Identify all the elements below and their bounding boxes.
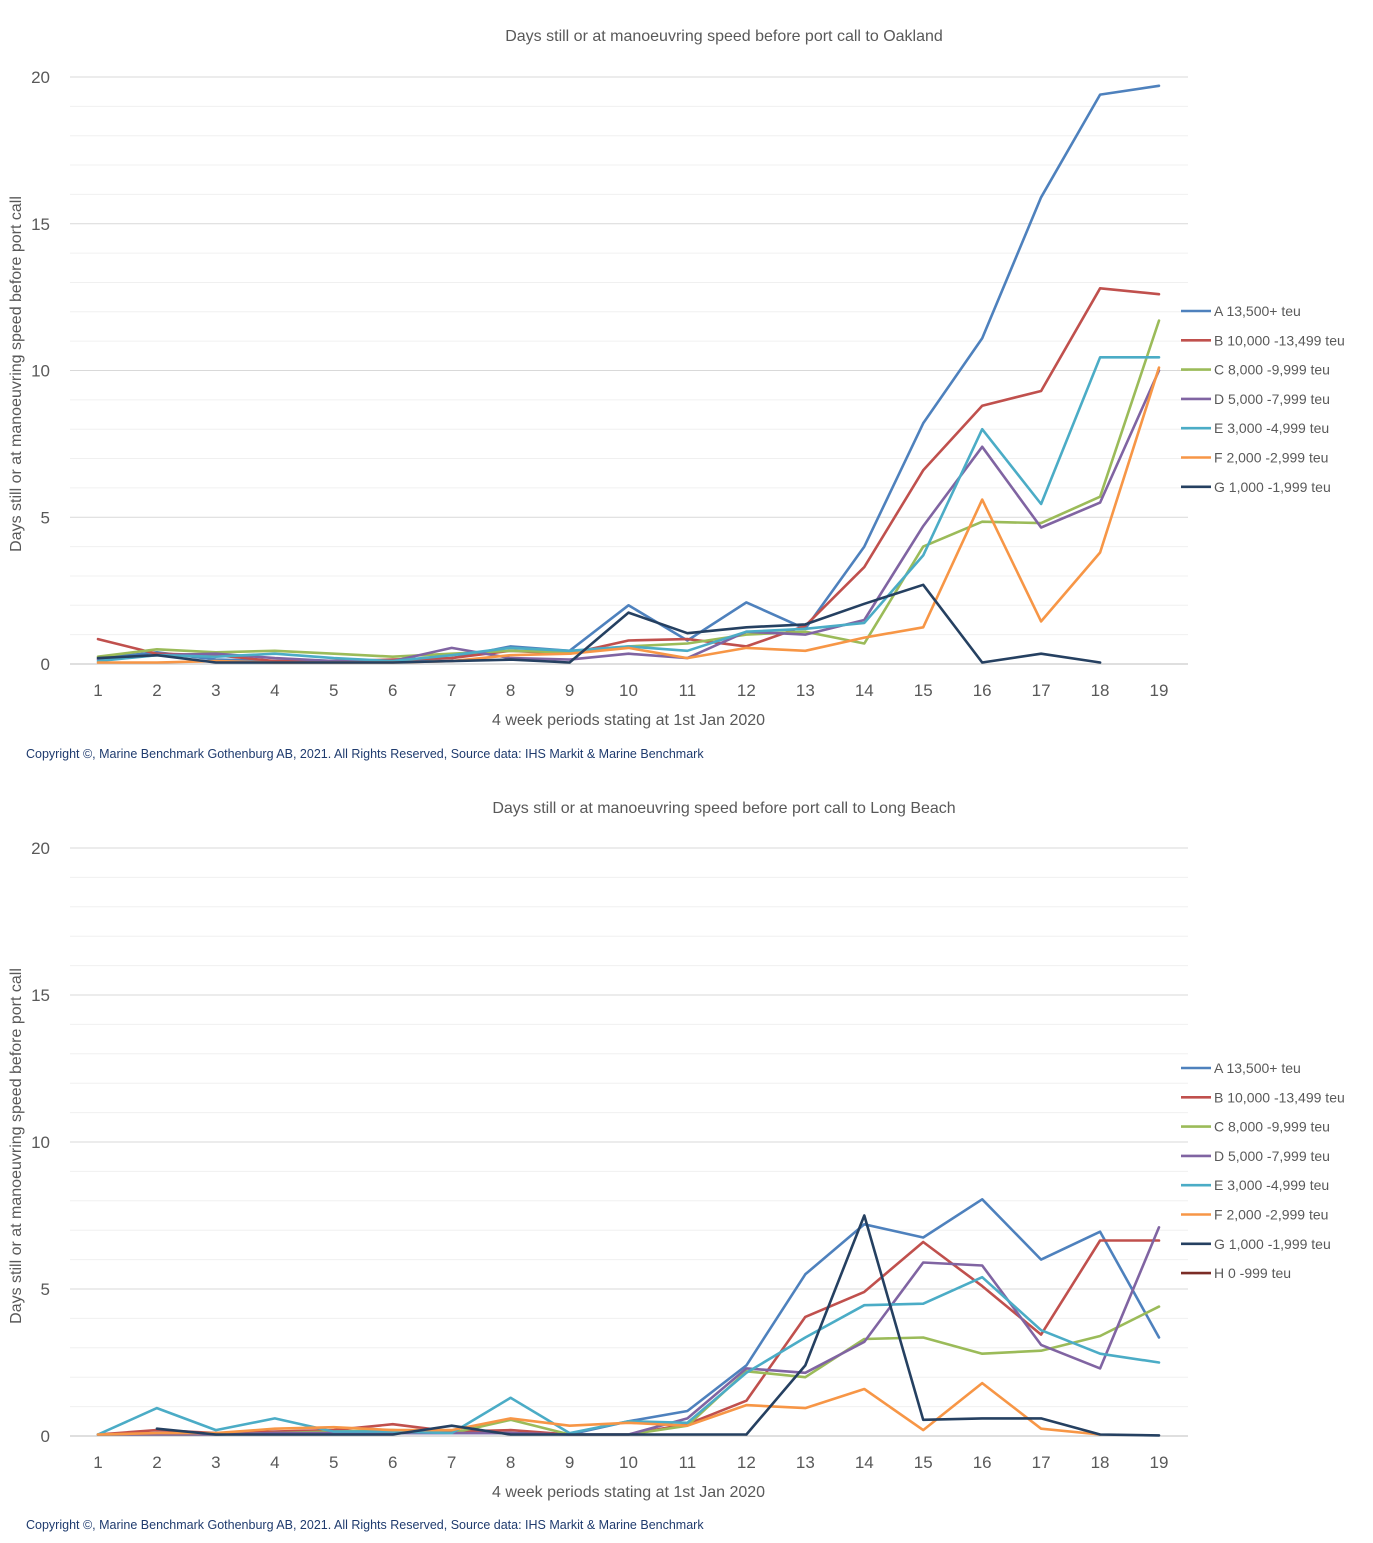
y-tick-label: 0 — [41, 1427, 50, 1446]
y-tick-label: 15 — [31, 986, 50, 1005]
legend-entry-b: B 10,000 -13,499 teu — [1214, 332, 1345, 348]
legend-entry-a: A 13,500+ teu — [1214, 1060, 1301, 1076]
legend-entry-e: E 3,000 -4,999 teu — [1214, 1177, 1329, 1193]
x-tick-label: 17 — [1032, 681, 1051, 700]
x-tick-label: 3 — [211, 1453, 220, 1472]
y-tick-label: 5 — [41, 508, 50, 527]
series-line-b — [96, 286, 1161, 663]
x-tick-label: 17 — [1032, 1453, 1051, 1472]
x-tick-label: 7 — [447, 1453, 456, 1472]
x-tick-label: 8 — [506, 1453, 515, 1472]
series-line-d — [96, 369, 1161, 663]
series-line-e — [96, 1275, 1161, 1436]
x-tick-label: 13 — [796, 1453, 815, 1472]
legend-entry-a: A 13,500+ teu — [1214, 303, 1301, 319]
legend-entry-g: G 1,000 -1,999 teu — [1214, 479, 1331, 495]
x-tick-label: 12 — [737, 1453, 756, 1472]
x-tick-label: 14 — [855, 681, 874, 700]
x-tick-label: 10 — [619, 1453, 638, 1472]
x-tick-label: 1 — [93, 1453, 102, 1472]
x-tick-label: 10 — [619, 681, 638, 700]
x-tick-label: 6 — [388, 681, 397, 700]
series-line-a — [96, 84, 1161, 663]
series-line-c — [96, 1305, 1161, 1436]
y-tick-label: 5 — [41, 1280, 50, 1299]
y-tick-label: 10 — [31, 362, 50, 381]
legend-entry-d: D 5,000 -7,999 teu — [1214, 1148, 1330, 1164]
legend-entry-f: F 2,000 -2,999 teu — [1214, 1207, 1328, 1223]
x-tick-label: 4 — [270, 681, 279, 700]
legend-entry-d: D 5,000 -7,999 teu — [1214, 391, 1330, 407]
x-tick-label: 2 — [152, 1453, 161, 1472]
x-tick-label: 16 — [973, 681, 992, 700]
x-tick-label: 18 — [1091, 681, 1110, 700]
series-line-e — [96, 355, 1161, 663]
x-tick-label: 11 — [679, 1453, 697, 1472]
x-tick-label: 6 — [388, 1453, 397, 1472]
series-line-b — [96, 1239, 1161, 1436]
series-line-f — [96, 366, 1161, 664]
legend-entry-g: G 1,000 -1,999 teu — [1214, 1236, 1331, 1252]
legend-entry-h: H 0 -999 teu — [1214, 1265, 1291, 1281]
x-tick-label: 3 — [211, 681, 220, 700]
x-tick-label: 15 — [914, 1453, 933, 1472]
x-tick-label: 2 — [152, 681, 161, 700]
y-tick-label: 20 — [31, 68, 50, 87]
x-tick-label: 13 — [796, 681, 815, 700]
x-tick-label: 16 — [973, 1453, 992, 1472]
x-tick-label: 9 — [565, 1453, 574, 1472]
copyright-notice-bottom: Copyright ©, Marine Benchmark Gothenburg… — [26, 1518, 704, 1532]
x-tick-label: 15 — [914, 681, 933, 700]
legend-entry-e: E 3,000 -4,999 teu — [1214, 420, 1329, 436]
series-line-a — [96, 1198, 1161, 1436]
y-tick-label: 10 — [31, 1133, 50, 1152]
x-axis-label: 4 week periods stating at 1st Jan 2020 — [492, 1484, 765, 1501]
x-tick-label: 8 — [506, 681, 515, 700]
legend-entry-f: F 2,000 -2,999 teu — [1214, 450, 1328, 466]
y-tick-label: 0 — [41, 655, 50, 674]
legend-entry-c: C 8,000 -9,999 teu — [1214, 362, 1330, 378]
x-tick-label: 7 — [447, 681, 456, 700]
x-tick-label: 18 — [1091, 1453, 1110, 1472]
x-tick-label: 4 — [270, 1453, 279, 1472]
x-tick-label: 5 — [329, 681, 338, 700]
y-tick-label: 20 — [31, 839, 50, 858]
legend-entry-c: C 8,000 -9,999 teu — [1214, 1119, 1330, 1135]
x-tick-label: 14 — [855, 1453, 874, 1472]
chart-1: Days still or at manoeuvring speed befor… — [8, 28, 1345, 729]
x-tick-label: 11 — [679, 681, 697, 700]
series-line-g — [96, 583, 1102, 664]
series-line-d — [96, 1226, 1161, 1436]
y-axis-label: Days still or at manoeuvring speed befor… — [8, 968, 25, 1324]
x-tick-label: 19 — [1150, 681, 1169, 700]
x-tick-label: 5 — [329, 1453, 338, 1472]
series-line-g — [155, 1214, 1161, 1437]
y-tick-label: 15 — [31, 215, 50, 234]
x-tick-label: 12 — [737, 681, 756, 700]
x-tick-label: 19 — [1150, 1453, 1169, 1472]
chart-title: Days still or at manoeuvring speed befor… — [492, 800, 955, 817]
chart-title: Days still or at manoeuvring speed befor… — [505, 28, 943, 45]
x-tick-label: 9 — [565, 681, 574, 700]
copyright-notice-top: Copyright ©, Marine Benchmark Gothenburg… — [26, 747, 704, 761]
x-tick-label: 1 — [93, 681, 102, 700]
legend-entry-b: B 10,000 -13,499 teu — [1214, 1089, 1345, 1105]
series-line-f — [96, 1381, 1102, 1436]
y-axis-label: Days still or at manoeuvring speed befor… — [8, 196, 25, 552]
chart-2: Days still or at manoeuvring speed befor… — [8, 800, 1345, 1501]
x-axis-label: 4 week periods stating at 1st Jan 2020 — [492, 712, 765, 729]
